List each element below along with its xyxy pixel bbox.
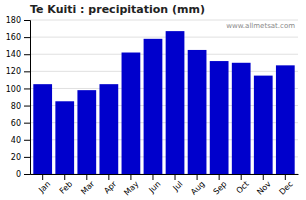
y-tick-mark — [24, 20, 30, 21]
x-axis-line — [31, 174, 299, 175]
y-tick-mark — [24, 71, 30, 72]
y-tick: 180 — [6, 16, 30, 25]
x-tick: Aug — [189, 174, 206, 197]
grid-line — [30, 37, 298, 38]
x-tick-label: Oct — [235, 179, 251, 195]
x-tick: Feb — [58, 174, 74, 196]
grid — [30, 20, 298, 174]
x-tick: Mar — [79, 174, 97, 196]
y-tick-label: 80 — [11, 102, 21, 111]
y-tick-mark — [24, 157, 30, 158]
bars — [33, 31, 294, 174]
x-tick-label: May — [122, 179, 140, 197]
bar — [210, 61, 229, 174]
y-tick-label: 60 — [11, 119, 21, 128]
y-tick-label: 120 — [6, 67, 21, 76]
grid-line — [30, 20, 298, 21]
bar — [144, 39, 163, 174]
y-tick-label: 180 — [6, 16, 21, 25]
x-tick-label: Aug — [189, 179, 206, 196]
x-tick-mark — [241, 174, 242, 180]
x-tick-label: Jun — [147, 179, 163, 195]
y-tick-mark — [24, 106, 30, 107]
x-tick: Jul — [171, 174, 185, 193]
x-tick-label: Dec — [277, 179, 294, 196]
y-tick: 20 — [11, 153, 30, 162]
y-tick-label: 20 — [11, 153, 21, 162]
x-tick-label: Feb — [58, 179, 74, 195]
x-tick-mark — [197, 174, 198, 180]
y-tick-mark — [24, 88, 30, 89]
bar — [55, 101, 74, 174]
bar — [188, 50, 207, 174]
x-tick-label: Apr — [102, 179, 119, 196]
y-tick-mark — [24, 174, 30, 175]
x-tick-label: Jul — [171, 179, 185, 193]
x-tick: Nov — [255, 174, 273, 197]
y-tick: 100 — [6, 85, 30, 94]
x-tick-mark — [130, 174, 131, 180]
y-tick: 140 — [6, 50, 30, 59]
x-tick-mark — [285, 174, 286, 180]
x-tick-mark — [86, 174, 87, 180]
x-tick-label: Mar — [79, 179, 97, 197]
x-tick: Sep — [212, 174, 229, 196]
y-tick-label: 160 — [6, 33, 21, 42]
x-tick: Dec — [277, 174, 294, 197]
x-tick-mark — [42, 174, 43, 180]
y-tick: 40 — [11, 136, 30, 145]
y-tick: 0 — [16, 170, 30, 179]
y-tick-mark — [24, 54, 30, 55]
y-tick-label: 100 — [6, 85, 21, 94]
x-tick-mark — [219, 174, 220, 180]
y-tick-mark — [24, 37, 30, 38]
plot: Jan Feb Mar AprMay Jun Jul Aug Sep OctNovDec 0 20 4… — [6, 16, 299, 197]
y-tick: 80 — [11, 102, 30, 111]
x-tick: May — [122, 174, 140, 197]
grid-line — [30, 71, 298, 72]
x-tick-mark — [152, 174, 153, 180]
bar — [254, 76, 273, 174]
title: Te Kuiti : precipitation (mm) — [30, 3, 205, 16]
bar — [77, 90, 96, 174]
y-tick-mark — [24, 140, 30, 141]
x-tick-mark — [108, 174, 109, 180]
bar — [276, 65, 295, 174]
x-tick-mark — [64, 174, 65, 180]
y-axis: 0 20 40 60 80 100 120 140 160 180 — [6, 16, 31, 179]
chart: Te Kuiti : precipitation (mm) Jan Feb Mar Ap… — [0, 0, 306, 200]
bar — [232, 63, 251, 174]
y-tick: 120 — [6, 67, 30, 76]
y-axis-line — [24, 21, 31, 175]
y-tick-mark — [24, 123, 30, 124]
x-tick-mark — [263, 174, 264, 180]
y-tick-label: 140 — [6, 50, 21, 59]
x-axis: Jan Feb Mar AprMay Jun Jul Aug Sep OctNovDec — [31, 174, 299, 197]
annotation: www.allmetsat.com — [226, 22, 295, 30]
grid-line — [30, 54, 298, 55]
y-tick-label: 40 — [11, 136, 21, 145]
bar — [99, 84, 118, 174]
bar — [33, 84, 52, 174]
x-tick: Oct — [235, 174, 251, 196]
x-tick-label: Nov — [255, 179, 273, 197]
y-tick: 160 — [6, 33, 30, 42]
bar — [166, 31, 185, 174]
x-tick: Apr — [102, 174, 119, 196]
y-tick: 60 — [11, 119, 30, 128]
x-tick-mark — [175, 174, 176, 180]
x-tick: Jan — [36, 174, 52, 195]
y-tick-label: 0 — [16, 170, 21, 179]
x-tick: Jun — [147, 174, 163, 195]
x-tick-label: Sep — [212, 179, 229, 196]
bar — [122, 53, 141, 174]
x-tick-label: Jan — [36, 179, 52, 195]
